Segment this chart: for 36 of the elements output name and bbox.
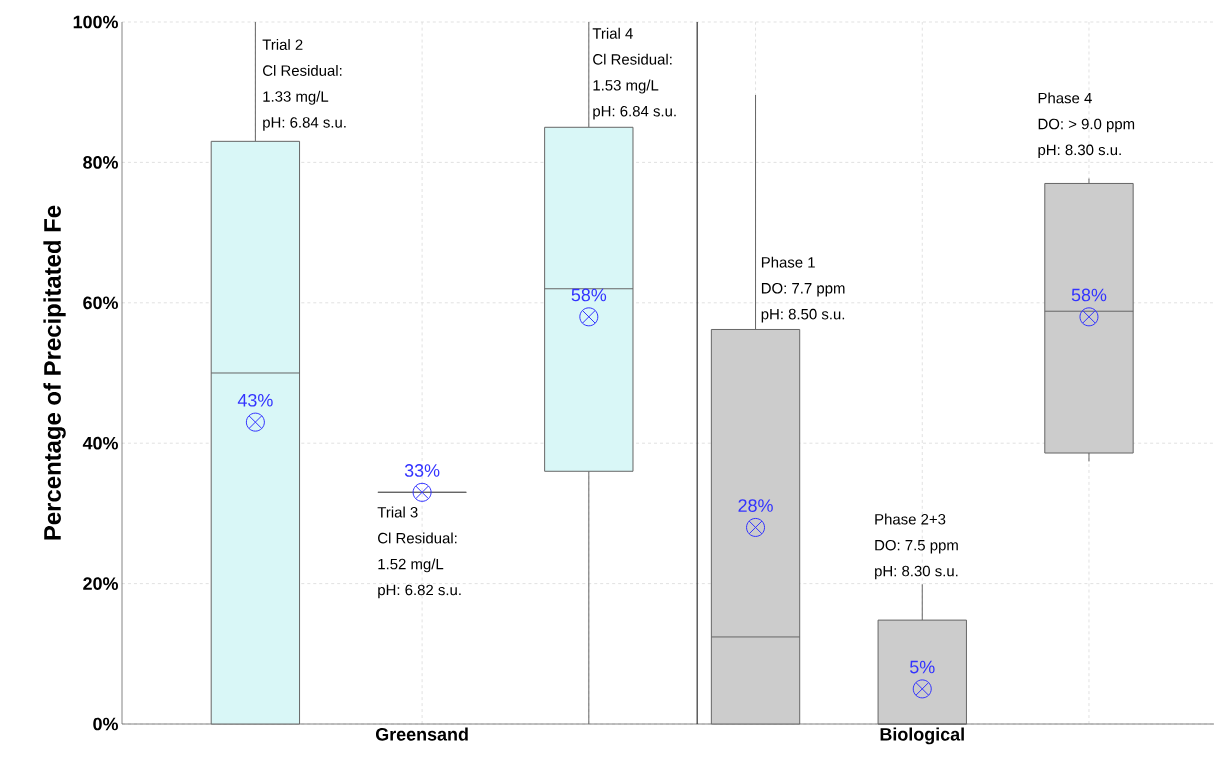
annotation: Phase 4 <box>1038 92 1092 104</box>
annotation: pH: 8.30 s.u. <box>1038 144 1121 159</box>
annotation: Phase 1 <box>761 256 815 268</box>
annotation: 1.33 mg/L <box>263 90 329 105</box>
annotation: Cl Residual: <box>378 532 457 544</box>
annotation: pH: 6.82 s.u. <box>378 584 461 599</box>
text: 33% <box>404 464 440 477</box>
annotation: Cl Residual: <box>593 53 672 65</box>
annotation: Trial 2 <box>262 39 303 51</box>
annotation: pH: 8.50 s.u. <box>761 308 845 323</box>
y-tick-label: 60% <box>83 296 118 310</box>
annotation: DO: 7.7 ppm <box>761 282 845 297</box>
text: 43% <box>237 393 273 407</box>
x-tick-label: Greensand <box>375 727 468 741</box>
y-tick-label: 20% <box>83 577 118 590</box>
annotation: 1.53 mg/L <box>593 79 659 94</box>
x-tick-label: Biological <box>880 727 964 745</box>
text: 5% <box>910 660 935 674</box>
annotation: Trial 4 <box>592 27 633 39</box>
annotation: Phase 2+3 <box>875 513 946 525</box>
text: 58% <box>571 288 607 302</box>
annotation: DO: > 9.0 ppm <box>1038 118 1135 133</box>
y-tick-label: 80% <box>83 156 118 169</box>
y-tick-label: 0% <box>93 717 118 731</box>
annotation: pH: 6.84 s.u. <box>593 105 676 120</box>
y-axis-title: Percentage of Precipitated Fe <box>43 205 66 540</box>
annotation: 1.52 mg/L <box>378 558 444 573</box>
annotation: Trial 3 <box>377 506 418 518</box>
text: 58% <box>1071 288 1107 302</box>
y-tick-label: 40% <box>82 436 118 450</box>
annotation: Cl Residual: <box>263 64 342 76</box>
y-tick-label: 100% <box>73 15 118 29</box>
annotation: pH: 8.30 s.u. <box>875 565 958 580</box>
text: 28% <box>738 499 773 512</box>
annotation: pH: 6.84 s.u. <box>263 117 346 131</box>
annotation: DO: 7.5 ppm <box>875 539 958 554</box>
